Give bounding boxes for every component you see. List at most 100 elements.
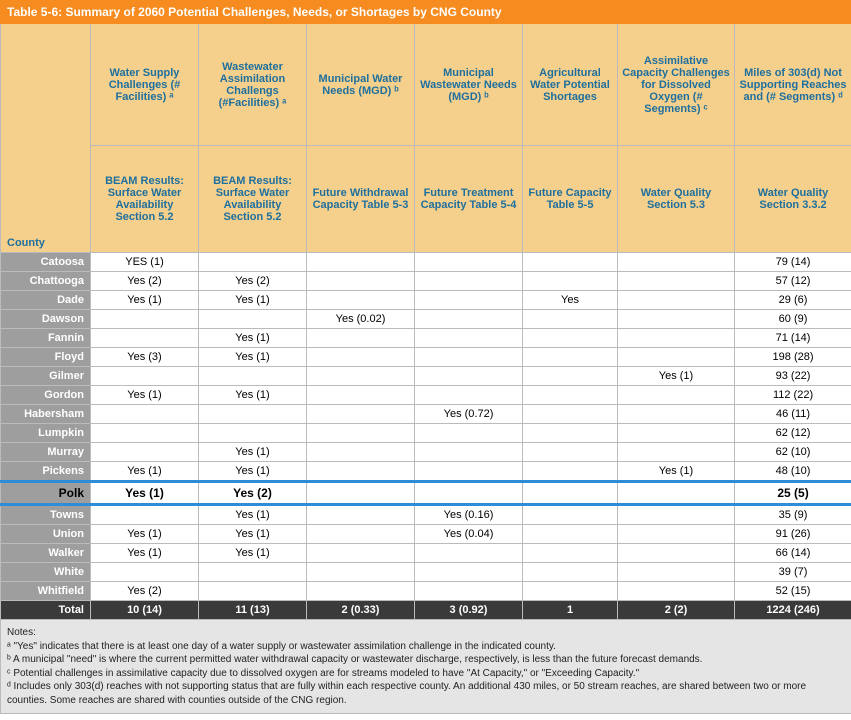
data-cell	[91, 367, 199, 386]
data-cell: Yes (1)	[91, 482, 199, 505]
data-cell	[199, 405, 307, 424]
header-row-2: BEAM Results: Surface Water Availability…	[1, 146, 851, 253]
data-cell: Yes (1)	[199, 443, 307, 462]
data-cell: Yes (1)	[91, 525, 199, 544]
col-header: Wastewater Assimilation Challengs (#Faci…	[199, 24, 307, 146]
data-cell	[415, 367, 523, 386]
county-cell: Fannin	[1, 329, 91, 348]
col-header: Water Supply Challenges (# Facilities) ᵃ	[91, 24, 199, 146]
data-cell: 79 (14)	[735, 253, 851, 272]
col-header: Municipal Wastewater Needs (MGD) ᵇ	[415, 24, 523, 146]
table-row: ChattoogaYes (2)Yes (2)57 (12)	[1, 272, 851, 291]
county-cell: Chattooga	[1, 272, 91, 291]
data-cell	[618, 272, 735, 291]
data-cell	[618, 405, 735, 424]
data-cell	[415, 482, 523, 505]
county-cell: Murray	[1, 443, 91, 462]
data-cell	[307, 386, 415, 405]
total-cell: 3 (0.92)	[415, 601, 523, 620]
data-cell: YES (1)	[91, 253, 199, 272]
county-cell: Whitfield	[1, 582, 91, 601]
data-cell	[523, 386, 618, 405]
data-cell: Yes (3)	[91, 348, 199, 367]
county-cell: Towns	[1, 505, 91, 525]
county-cell: Dawson	[1, 310, 91, 329]
col-header: Municipal Water Needs (MGD) ᵇ	[307, 24, 415, 146]
data-cell: Yes (2)	[199, 272, 307, 291]
data-cell: 60 (9)	[735, 310, 851, 329]
data-cell	[307, 482, 415, 505]
data-cell	[199, 424, 307, 443]
data-cell: 48 (10)	[735, 462, 851, 482]
header-row-1: County Water Supply Challenges (# Facili…	[1, 24, 851, 146]
summary-table: Table 5-6: Summary of 2060 Potential Cha…	[0, 0, 851, 714]
total-row: Total 10 (14) 11 (13) 2 (0.33) 3 (0.92) …	[1, 601, 851, 620]
county-cell: Floyd	[1, 348, 91, 367]
table-title: Table 5-6: Summary of 2060 Potential Cha…	[1, 1, 851, 24]
table-row: WhitfieldYes (2)52 (15)	[1, 582, 851, 601]
table-row: PolkYes (1)Yes (2)25 (5)	[1, 482, 851, 505]
data-cell: 66 (14)	[735, 544, 851, 563]
data-cell	[307, 367, 415, 386]
data-cell: Yes (0.72)	[415, 405, 523, 424]
data-cell: Yes (1)	[199, 329, 307, 348]
data-cell	[618, 544, 735, 563]
data-cell	[307, 443, 415, 462]
data-cell: 62 (10)	[735, 443, 851, 462]
data-cell: Yes (0.04)	[415, 525, 523, 544]
notes-row: Notes: ᵃ "Yes" indicates that there is a…	[1, 620, 851, 714]
table-row: Dawson Yes (0.02) 60 (9)	[1, 310, 851, 329]
data-cell: Yes (0.02)	[307, 310, 415, 329]
data-cell: 71 (14)	[735, 329, 851, 348]
data-cell	[523, 505, 618, 525]
data-cell	[91, 405, 199, 424]
table-row: FloydYes (3)Yes (1) 198 (28)	[1, 348, 851, 367]
data-cell: 198 (28)	[735, 348, 851, 367]
data-cell	[415, 272, 523, 291]
data-cell	[307, 525, 415, 544]
data-cell	[307, 348, 415, 367]
col-subheader: BEAM Results: Surface Water Availability…	[199, 146, 307, 253]
table-row: Murray Yes (1) 62 (10)	[1, 443, 851, 462]
data-cell	[91, 329, 199, 348]
total-cell: 11 (13)	[199, 601, 307, 620]
data-cell	[307, 272, 415, 291]
data-cell: Yes (1)	[91, 291, 199, 310]
total-cell: 1224 (246)	[735, 601, 851, 620]
table-row: GordonYes (1)Yes (1)112 (22)	[1, 386, 851, 405]
data-cell: Yes (1)	[199, 348, 307, 367]
notes-cell: Notes: ᵃ "Yes" indicates that there is a…	[1, 620, 851, 714]
data-cell: Yes (1)	[199, 462, 307, 482]
data-cell	[307, 405, 415, 424]
data-cell: Yes (1)	[618, 367, 735, 386]
data-cell	[307, 253, 415, 272]
note-a: ᵃ "Yes" indicates that there is at least…	[7, 640, 845, 654]
data-cell	[307, 582, 415, 601]
data-cell: Yes (1)	[199, 544, 307, 563]
data-cell	[415, 544, 523, 563]
col-header: Agricultural Water Potential Shortages	[523, 24, 618, 146]
data-cell	[307, 462, 415, 482]
data-cell	[199, 582, 307, 601]
data-cell	[91, 505, 199, 525]
data-cell: 93 (22)	[735, 367, 851, 386]
county-cell: Catoosa	[1, 253, 91, 272]
data-cell	[523, 424, 618, 443]
data-cell	[618, 563, 735, 582]
data-cell	[618, 348, 735, 367]
data-cell	[523, 482, 618, 505]
note-d: ᵈ Includes only 303(d) reaches with not …	[7, 680, 845, 707]
county-cell: Pickens	[1, 462, 91, 482]
data-cell	[618, 291, 735, 310]
data-cell	[523, 525, 618, 544]
total-label: Total	[1, 601, 91, 620]
data-cell	[618, 443, 735, 462]
data-cell	[307, 563, 415, 582]
data-cell: Yes (1)	[618, 462, 735, 482]
col-subheader: Future Capacity Table 5-5	[523, 146, 618, 253]
county-header: County	[1, 24, 91, 253]
data-cell: Yes (1)	[199, 386, 307, 405]
col-header: Assimilative Capacity Challenges for Dis…	[618, 24, 735, 146]
data-cell	[523, 405, 618, 424]
table-row: TownsYes (1)Yes (0.16)35 (9)	[1, 505, 851, 525]
